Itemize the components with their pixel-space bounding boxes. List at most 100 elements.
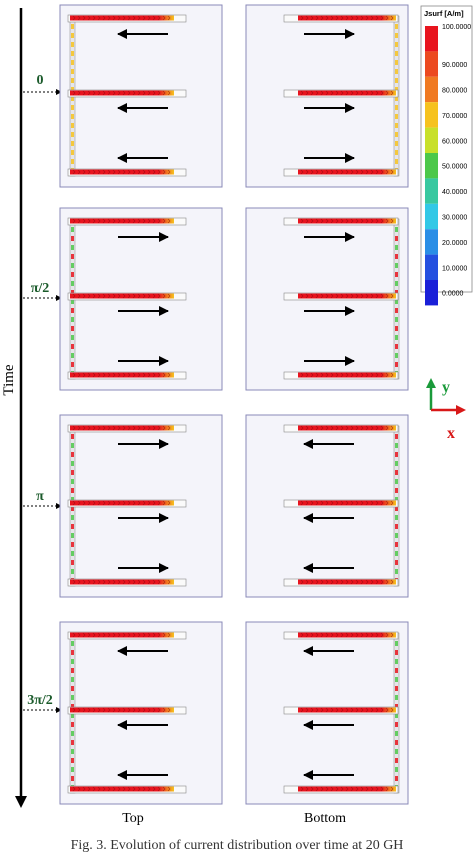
vertical-current-mark xyxy=(71,87,74,92)
vertical-current-mark xyxy=(71,542,74,547)
vertical-current-mark xyxy=(71,479,74,484)
current-texture xyxy=(72,15,171,21)
legend-tick-label: 10.0000 xyxy=(442,265,467,272)
vertical-current-mark xyxy=(395,60,398,65)
figure-caption: Fig. 3. Evolution of current distributio… xyxy=(70,838,404,853)
current-band xyxy=(298,293,396,299)
vertical-current-mark xyxy=(395,105,398,110)
vertical-current-mark xyxy=(395,659,398,664)
vertical-current-mark xyxy=(395,317,398,322)
phase-label-pi: π xyxy=(36,489,44,504)
vertical-current-mark xyxy=(395,299,398,304)
vertical-current-mark xyxy=(395,704,398,709)
legend-swatch xyxy=(425,203,438,230)
vertical-current-mark xyxy=(71,641,74,646)
legend-swatch xyxy=(425,280,438,306)
panel-bottom-row-3 xyxy=(245,414,409,598)
vertical-current-mark xyxy=(71,272,74,277)
vertical-current-mark xyxy=(395,87,398,92)
vertical-current-mark xyxy=(395,641,398,646)
phase-label-pi-2: π/2 xyxy=(31,281,50,296)
vertical-current-mark xyxy=(395,123,398,128)
axis-y-label: y xyxy=(442,379,450,396)
current-texture xyxy=(72,707,171,713)
vertical-current-mark xyxy=(395,24,398,29)
current-texture xyxy=(72,218,171,224)
current-texture xyxy=(72,90,171,96)
vertical-current-mark xyxy=(71,42,74,47)
vertical-current-mark xyxy=(71,776,74,781)
vertical-current-mark xyxy=(395,551,398,556)
vertical-current-mark xyxy=(395,722,398,727)
vertical-current-mark xyxy=(71,96,74,101)
phase-labels: 0 π/2 π 3π/2 xyxy=(23,73,62,713)
time-axis: Time xyxy=(1,8,27,808)
vertical-current-mark xyxy=(395,560,398,565)
legend-tick-label: 20.0000 xyxy=(442,240,467,247)
vertical-current-mark xyxy=(71,704,74,709)
vertical-current-mark xyxy=(71,141,74,146)
current-band xyxy=(298,15,396,21)
vertical-current-mark xyxy=(71,281,74,286)
vertical-current-mark xyxy=(395,132,398,137)
vertical-current-mark xyxy=(395,114,398,119)
vertical-current-mark xyxy=(71,515,74,520)
vertical-current-mark xyxy=(71,659,74,664)
vertical-current-mark xyxy=(71,560,74,565)
vertical-current-mark xyxy=(71,353,74,358)
panel-bottom-row-1 xyxy=(245,4,409,188)
current-texture xyxy=(72,500,171,506)
phase-label-3pi-2: 3π/2 xyxy=(27,693,53,708)
vertical-current-mark xyxy=(71,335,74,340)
vertical-current-mark xyxy=(71,150,74,155)
legend-swatch xyxy=(425,127,438,153)
current-texture xyxy=(300,15,394,21)
vertical-current-mark xyxy=(395,569,398,574)
vertical-current-mark xyxy=(395,42,398,47)
vertical-current-mark xyxy=(395,488,398,493)
vertical-current-mark xyxy=(395,272,398,277)
panel-top-row-2 xyxy=(59,207,223,391)
vertical-current-mark xyxy=(395,159,398,164)
current-band xyxy=(70,293,174,299)
vertical-current-mark xyxy=(71,69,74,74)
current-band xyxy=(298,632,396,638)
vertical-current-mark xyxy=(395,695,398,700)
panel-bottom-row-2 xyxy=(245,207,409,391)
vertical-current-mark xyxy=(395,290,398,295)
vertical-current-mark xyxy=(395,353,398,358)
vertical-current-mark xyxy=(395,470,398,475)
current-band xyxy=(70,15,174,21)
vertical-current-mark xyxy=(71,308,74,313)
vertical-current-mark xyxy=(395,33,398,38)
phase-label-0: 0 xyxy=(37,73,44,88)
vertical-current-mark xyxy=(71,443,74,448)
vertical-current-mark xyxy=(395,141,398,146)
axes-indicator: y x xyxy=(426,378,466,442)
legend-tick-label: 50.0000 xyxy=(442,164,467,171)
vertical-current-mark xyxy=(71,434,74,439)
legend-swatches: 100.0000 90.0000 80.0000 70.0000 60.0000 50.0… xyxy=(425,24,471,306)
vertical-current-mark xyxy=(71,452,74,457)
vertical-current-mark xyxy=(71,159,74,164)
legend-swatch xyxy=(425,178,438,204)
vertical-current-mark xyxy=(71,533,74,538)
current-texture xyxy=(72,169,171,175)
vertical-current-mark xyxy=(395,443,398,448)
current-band xyxy=(298,707,396,713)
vertical-current-mark xyxy=(395,668,398,673)
vertical-current-mark xyxy=(71,245,74,250)
vertical-current-mark xyxy=(395,533,398,538)
current-texture xyxy=(300,500,394,506)
vertical-current-mark xyxy=(395,227,398,232)
current-texture xyxy=(300,372,394,378)
current-band xyxy=(70,500,174,506)
current-band xyxy=(298,218,396,224)
current-texture xyxy=(72,786,171,792)
panel-top-row-3 xyxy=(59,414,223,598)
legend-swatch xyxy=(425,153,438,179)
current-texture xyxy=(300,707,394,713)
vertical-current-mark xyxy=(71,263,74,268)
vertical-current-mark xyxy=(71,569,74,574)
vertical-current-mark xyxy=(395,749,398,754)
